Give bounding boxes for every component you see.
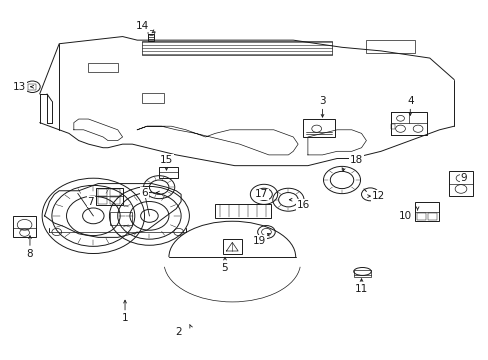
Text: 18: 18 <box>349 155 363 165</box>
Bar <box>222 239 242 253</box>
Bar <box>98 197 107 204</box>
Text: 5: 5 <box>221 263 228 273</box>
Bar <box>353 270 370 277</box>
Bar <box>142 93 163 103</box>
Bar <box>215 204 271 218</box>
Bar <box>13 216 36 237</box>
Text: 16: 16 <box>296 200 309 210</box>
Text: 1: 1 <box>122 313 128 323</box>
Text: 9: 9 <box>460 173 466 183</box>
Bar <box>110 197 120 204</box>
Bar <box>96 188 122 205</box>
Text: 15: 15 <box>160 155 173 165</box>
Bar <box>159 167 177 178</box>
Bar <box>416 213 425 220</box>
Text: 8: 8 <box>26 248 33 258</box>
Text: 4: 4 <box>406 96 413 106</box>
Bar <box>28 84 36 90</box>
Text: 10: 10 <box>398 211 411 221</box>
Bar <box>390 112 427 135</box>
Bar <box>303 119 334 137</box>
Text: 2: 2 <box>175 327 182 337</box>
Text: 19: 19 <box>252 236 265 246</box>
Text: 13: 13 <box>13 82 26 92</box>
Text: 12: 12 <box>371 191 385 201</box>
Bar <box>366 40 414 53</box>
Bar <box>110 212 132 225</box>
Text: 7: 7 <box>87 197 94 207</box>
Text: 11: 11 <box>354 284 367 294</box>
Bar <box>110 189 120 196</box>
Bar <box>88 63 118 72</box>
Bar <box>414 202 438 221</box>
Bar <box>448 171 472 196</box>
Bar <box>142 41 331 55</box>
Text: 14: 14 <box>135 21 148 31</box>
Text: 6: 6 <box>141 188 147 198</box>
Text: 17: 17 <box>254 189 267 199</box>
Bar <box>427 213 436 220</box>
Text: 3: 3 <box>319 96 325 106</box>
Bar <box>390 125 394 129</box>
Bar <box>98 189 107 196</box>
Bar <box>148 34 154 41</box>
